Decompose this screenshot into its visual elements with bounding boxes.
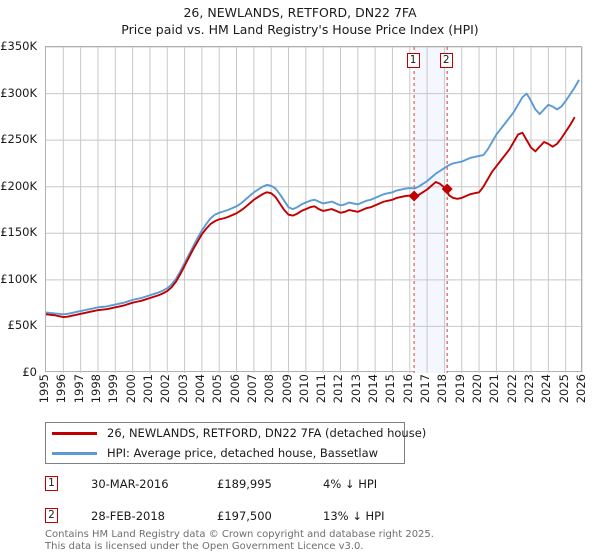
footer-line-2: This data is licensed under the Open Gov… bbox=[45, 541, 364, 552]
x-axis-tick-label: 2006 bbox=[227, 374, 242, 404]
x-axis-tick-label: 2018 bbox=[435, 374, 450, 404]
transaction-row: 1 30-MAR-2016 £189,995 4% ↓ HPI bbox=[45, 476, 445, 492]
page-title: 26, NEWLANDS, RETFORD, DN22 7FA bbox=[183, 5, 417, 20]
y-axis-tick-label: £50K bbox=[7, 318, 38, 333]
highlight-band bbox=[414, 47, 448, 373]
x-axis-tick-label: 2003 bbox=[175, 374, 190, 404]
x-axis-tick-label: 2011 bbox=[314, 374, 329, 404]
x-axis-labels: 1995 1996 1997 1998 1999 2000 2001 2002 2003 2004… bbox=[37, 374, 588, 416]
x-axis-tick-label: 1996 bbox=[54, 374, 69, 404]
legend-item-hpi: HPI: Average price, detached house, Bass… bbox=[46, 443, 404, 463]
page-subtitle: Price paid vs. HM Land Registry's House … bbox=[121, 22, 479, 37]
x-axis-tick-label: 2017 bbox=[418, 374, 433, 404]
x-axis-tick-label: 2014 bbox=[366, 374, 381, 404]
x-axis-tick-label: 2012 bbox=[331, 374, 346, 404]
legend-label-property: 26, NEWLANDS, RETFORD, DN22 7FA (detache… bbox=[107, 426, 427, 440]
transaction-hpi-delta-1: 4% ↓ HPI bbox=[323, 477, 378, 491]
x-axis-tick-label: 2021 bbox=[487, 374, 502, 404]
x-axis-tick-label: 2022 bbox=[504, 374, 519, 404]
transaction-date-2: 28-FEB-2018 bbox=[91, 509, 165, 523]
legend-swatch-property bbox=[52, 431, 97, 435]
legend-label-hpi: HPI: Average price, detached house, Bass… bbox=[107, 446, 379, 460]
transaction-marker-lines bbox=[413, 47, 448, 373]
chart-plot-area bbox=[45, 46, 583, 373]
y-axis-tick-label: £100K bbox=[0, 271, 37, 286]
x-axis-tick-label: 2005 bbox=[210, 374, 225, 404]
x-axis-tick-label: 1998 bbox=[88, 374, 103, 404]
transaction-badge-2: 2 bbox=[45, 508, 58, 523]
x-axis-tick-label: 2000 bbox=[123, 374, 138, 404]
x-axis-tick-label: 1999 bbox=[106, 374, 121, 404]
transaction-point-markers bbox=[408, 183, 453, 202]
x-axis-tick-label: 2024 bbox=[539, 374, 554, 404]
x-axis-tick-label: 2009 bbox=[279, 374, 294, 404]
chart-titles: 26, NEWLANDS, RETFORD, DN22 7FA Price pa… bbox=[0, 4, 600, 38]
x-axis-tick-label: 2016 bbox=[400, 374, 415, 404]
x-axis-tick-label: 2019 bbox=[452, 374, 467, 404]
y-axis-tick-label: £250K bbox=[0, 132, 37, 147]
copyright-footer: Contains HM Land Registry data © Crown c… bbox=[45, 529, 585, 553]
legend-swatch-hpi bbox=[52, 451, 97, 455]
transaction-price-1: £189,995 bbox=[217, 477, 272, 491]
x-axis-tick-label: 2015 bbox=[383, 374, 398, 404]
chart-gridlines bbox=[46, 47, 583, 373]
x-axis-tick-label: 1997 bbox=[71, 374, 86, 404]
x-axis-tick-label: 2004 bbox=[192, 374, 207, 404]
x-axis-tick-label: 2026 bbox=[574, 374, 588, 404]
x-axis-tick-label: 2010 bbox=[296, 374, 311, 404]
y-axis-tick-label: £350K bbox=[0, 39, 37, 53]
transaction-price-2: £197,500 bbox=[217, 509, 272, 523]
x-axis-tick-label: 1995 bbox=[37, 374, 51, 404]
y-axis-tick-label: £300K bbox=[0, 85, 37, 100]
transaction-badge-1: 1 bbox=[45, 476, 58, 491]
x-axis-tick-label: 2023 bbox=[522, 374, 537, 404]
x-axis-tick-label: 2008 bbox=[262, 374, 277, 404]
footer-line-1: Contains HM Land Registry data © Crown c… bbox=[45, 529, 434, 540]
chart-series-lines bbox=[46, 79, 580, 319]
x-axis-tick-label: 2001 bbox=[140, 374, 155, 404]
y-axis-tick-label: £150K bbox=[0, 225, 37, 240]
transaction-row: 2 28-FEB-2018 £197,500 13% ↓ HPI bbox=[45, 508, 445, 524]
plot-marker-box-1: 1 bbox=[406, 53, 420, 68]
x-axis-tick-label: 2002 bbox=[158, 374, 173, 404]
y-axis-tick-label: £0 bbox=[22, 365, 37, 379]
transaction-hpi-delta-2: 13% ↓ HPI bbox=[323, 509, 385, 523]
transaction-date-1: 30-MAR-2016 bbox=[91, 477, 169, 491]
legend-item-property: 26, NEWLANDS, RETFORD, DN22 7FA (detache… bbox=[46, 423, 426, 443]
y-axis-tick-label: £200K bbox=[0, 178, 37, 193]
plot-marker-box-2: 2 bbox=[439, 53, 453, 68]
chart-legend: 26, NEWLANDS, RETFORD, DN22 7FA (detache… bbox=[45, 422, 426, 464]
y-axis-labels: £0 £50K £100K £150K £200K £250K £300K £350K bbox=[0, 39, 43, 379]
x-axis-tick-label: 2025 bbox=[556, 374, 571, 404]
price-history-line-chart bbox=[46, 47, 583, 373]
x-axis-tick-label: 2013 bbox=[348, 374, 363, 404]
x-axis-tick-label: 2007 bbox=[244, 374, 259, 404]
x-axis-tick-label: 2020 bbox=[470, 374, 485, 404]
